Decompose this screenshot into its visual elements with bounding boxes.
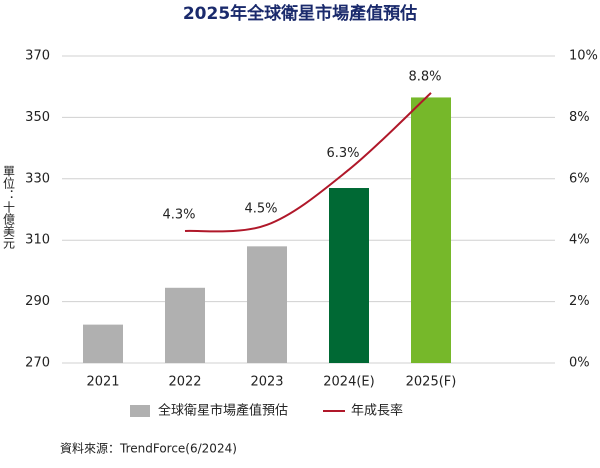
source: 資料來源：TrendForce(6/2024)	[60, 442, 237, 456]
x-tick-label: 2025(F)	[406, 375, 457, 390]
chart-title: 2025年全球衛星市場產值預估	[183, 3, 417, 24]
y-tick-label: 370	[25, 49, 50, 64]
legend-swatch	[130, 405, 150, 417]
data-label: 6.3%	[326, 146, 359, 161]
data-label: 4.3%	[162, 207, 195, 222]
data-label: 4.5%	[244, 201, 277, 216]
legend-label: 年成長率	[351, 403, 403, 419]
x-tick-label: 2023	[250, 375, 283, 390]
y-tick-label: 350	[25, 110, 50, 125]
legend-label: 全球衛星市場產值預估	[158, 403, 288, 419]
bar	[83, 324, 123, 363]
line	[184, 92, 432, 233]
y2-tick-label: 0%	[569, 356, 590, 371]
y-axis-label: 單位：十億美元	[2, 165, 16, 250]
bar	[247, 246, 287, 363]
y2-tick-label: 8%	[569, 110, 590, 125]
y2-tick-label: 4%	[569, 233, 590, 248]
x-tick-label: 2021	[86, 375, 119, 390]
y-tick-label: 290	[25, 294, 50, 309]
y-tick-label: 310	[25, 233, 50, 248]
bar	[411, 97, 451, 363]
bar	[329, 188, 369, 363]
data-label: 8.8%	[408, 69, 441, 84]
y2-tick-label: 6%	[569, 171, 590, 186]
bar	[165, 287, 205, 363]
y-tick-label: 270	[25, 356, 50, 371]
y2-tick-label: 2%	[569, 294, 590, 309]
x-tick-label: 2022	[168, 375, 201, 390]
y-tick-label: 330	[25, 171, 50, 186]
x-tick-label: 2024(E)	[323, 375, 374, 390]
y2-tick-label: 10%	[569, 49, 598, 64]
